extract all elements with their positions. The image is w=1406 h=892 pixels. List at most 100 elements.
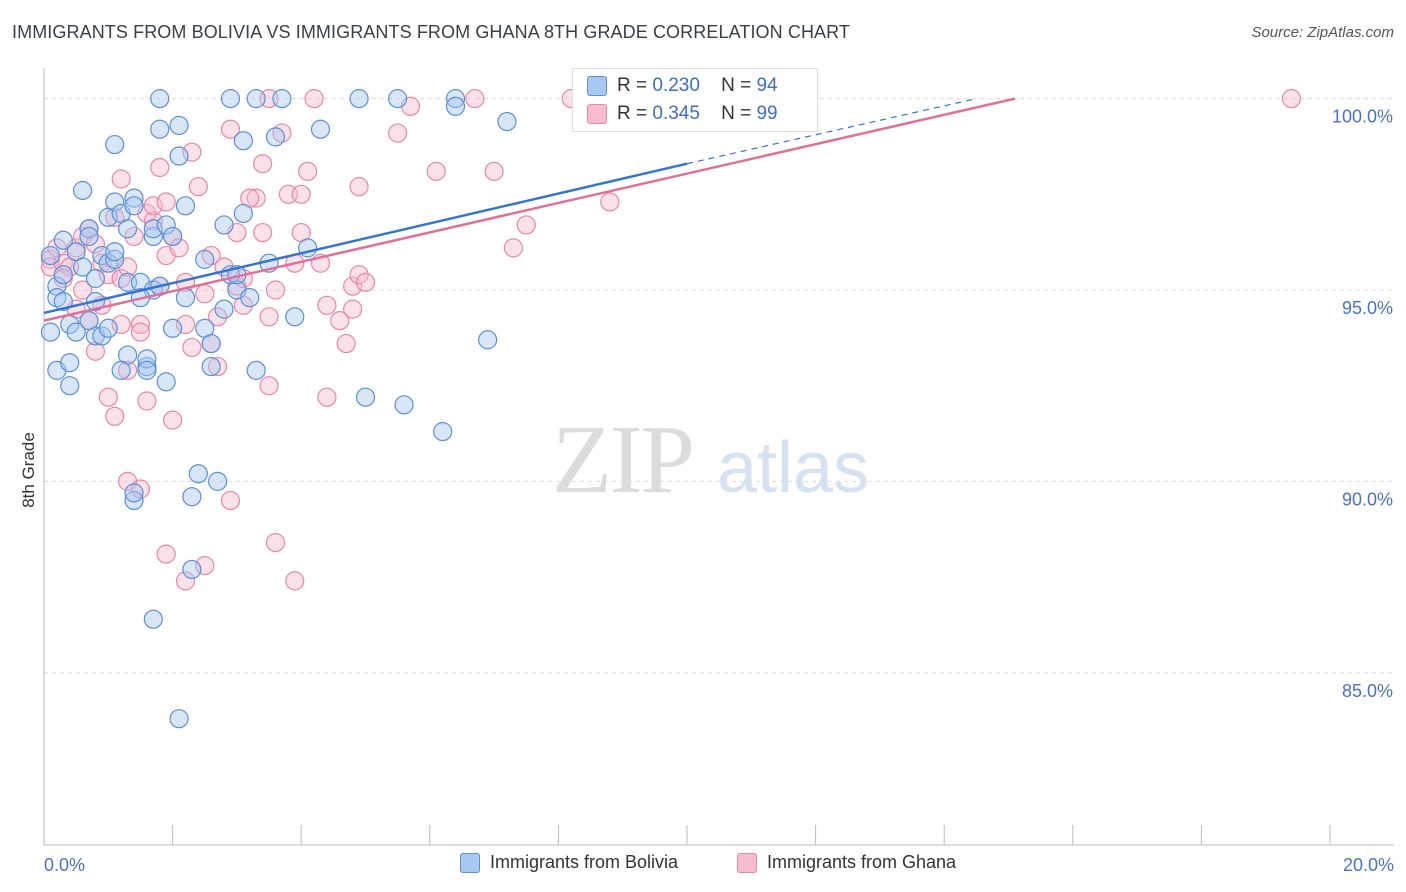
ghana-point: [516, 215, 536, 235]
bolivia-point: [79, 219, 99, 239]
bolivia-point: [388, 89, 408, 109]
y-tick-label: 95.0%: [1342, 298, 1393, 318]
bolivia-point: [208, 471, 228, 491]
bolivia-point: [60, 353, 80, 373]
watermark-zip: ZIP: [552, 406, 693, 514]
bolivia-point: [79, 226, 99, 247]
bolivia-point: [188, 464, 208, 484]
bolivia-point: [182, 487, 202, 507]
bolivia-point: [53, 230, 73, 250]
x-tick-label: 20.0%: [1343, 855, 1394, 875]
legend-row-bolivia: R = 0.230 N = 94: [587, 74, 778, 98]
legend-swatch-bolivia: [460, 852, 480, 873]
legend-n-label: N =: [721, 103, 752, 124]
chart-source: Source: ZipAtlas.com: [1251, 24, 1394, 41]
ghana-point: [317, 387, 337, 407]
bolivia-point: [349, 89, 369, 109]
ghana-point: [220, 490, 241, 511]
ghana-point: [253, 222, 273, 243]
bolivia-point: [66, 322, 86, 342]
bolivia-point: [72, 180, 93, 201]
legend-swatch-bolivia: [587, 76, 607, 96]
ghana-point: [343, 299, 363, 319]
ghana-point: [175, 314, 196, 335]
bolivia-point: [310, 119, 331, 139]
bolivia-point: [233, 131, 253, 151]
bolivia-point: [169, 709, 189, 729]
bolivia-point: [240, 288, 260, 308]
series-ghana: [40, 89, 1302, 591]
grid-lines: [44, 98, 1394, 674]
trend-line-bolivia: [43, 162, 688, 315]
ghana-point: [72, 280, 93, 300]
bolivia-point: [169, 115, 189, 136]
bolivia-point: [92, 326, 112, 346]
watermark: ZIP atlas: [552, 406, 869, 514]
ghana-point: [124, 226, 144, 247]
bolivia-point: [195, 249, 215, 269]
ghana-point: [349, 265, 369, 285]
bolivia-point: [175, 288, 196, 308]
bolivia-point: [40, 322, 61, 342]
ghana-point: [265, 280, 286, 300]
ghana-point: [265, 533, 286, 553]
tick-labels: 100.0% 95.0% 90.0% 85.0% 0.0% 20.0%: [44, 107, 1394, 875]
ghana-point: [175, 571, 196, 591]
ghana-point: [1281, 89, 1302, 109]
bolivia-point: [137, 349, 157, 369]
bolivia-point: [137, 360, 157, 380]
ghana-point: [195, 284, 215, 304]
ghana-point: [330, 311, 350, 331]
bolivia-point: [272, 89, 292, 109]
ghana-point: [426, 161, 446, 181]
ghana-point: [188, 177, 208, 197]
bolivia-point: [40, 245, 61, 266]
ghana-point: [388, 123, 408, 143]
bolivia-point: [156, 215, 176, 235]
bolivia-point: [60, 376, 80, 396]
ghana-point: [600, 192, 620, 212]
legend-row-ghana: R = 0.345 N = 99: [587, 102, 778, 126]
ghana-point: [208, 356, 228, 377]
ghana-point: [259, 307, 279, 327]
bolivia-point: [201, 333, 221, 354]
bolivia-point: [201, 356, 221, 377]
ghana-point: [336, 333, 356, 354]
bolivia-point: [150, 89, 170, 109]
ghana-point: [143, 211, 163, 231]
watermark-atlas: atlas: [717, 428, 869, 508]
bottom-legend-ghana: Immigrants from Ghana: [737, 852, 956, 873]
ghana-point: [208, 307, 228, 327]
x-tick-label: 0.0%: [44, 855, 85, 875]
ghana-point: [304, 89, 324, 109]
bolivia-point: [394, 395, 414, 415]
bolivia-point: [105, 249, 125, 269]
ghana-point: [343, 276, 363, 296]
bolivia-point: [143, 219, 163, 239]
legend-swatch-ghana: [737, 852, 757, 873]
bolivia-point: [143, 226, 163, 247]
y-tick-label: 85.0%: [1342, 681, 1393, 701]
bolivia-point: [163, 226, 183, 247]
legend-label-ghana: Immigrants from Ghana: [767, 852, 957, 872]
legend-r-label: R =: [617, 75, 648, 96]
legend-n-label: N =: [721, 75, 752, 96]
ghana-point: [169, 238, 189, 258]
trend-lines: [43, 97, 1016, 322]
ghana-point: [465, 89, 485, 109]
bolivia-point: [214, 215, 234, 235]
ghana-point: [503, 238, 523, 258]
bolivia-point: [445, 89, 466, 109]
ghana-point: [111, 314, 131, 335]
ghana-point: [349, 177, 369, 197]
ghana-point: [137, 391, 157, 411]
bolivia-point: [285, 307, 305, 327]
bolivia-point: [53, 291, 73, 312]
ghana-point: [259, 376, 279, 396]
bolivia-point: [169, 146, 189, 166]
ghana-point: [317, 295, 337, 315]
legend-n-value: 94: [756, 75, 778, 96]
ghana-point: [285, 571, 305, 591]
chart-title: IMMIGRANTS FROM BOLIVIA VS IMMIGRANTS FR…: [12, 22, 851, 42]
ghana-point: [253, 154, 273, 174]
